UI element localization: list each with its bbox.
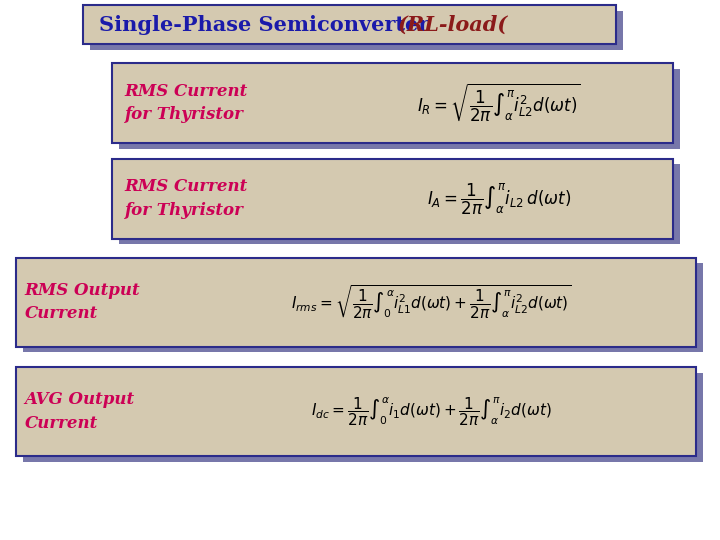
FancyBboxPatch shape (119, 69, 680, 148)
Text: $I_{R} = \sqrt{\dfrac{1}{2\pi}\int_{\alpha}^{\pi} i_{L2}^{2}d\left(\omega t\righ: $I_{R} = \sqrt{\dfrac{1}{2\pi}\int_{\alp… (418, 82, 581, 124)
Text: $I_{rms} = \sqrt{\dfrac{1}{2\pi}\int_{0}^{\alpha} i_{L1}^{2}d\left(\omega t\righ: $I_{rms} = \sqrt{\dfrac{1}{2\pi}\int_{0}… (291, 284, 571, 321)
FancyBboxPatch shape (23, 373, 703, 462)
FancyBboxPatch shape (112, 159, 673, 239)
Text: RMS Current
for Thyristor: RMS Current for Thyristor (125, 178, 248, 219)
Text: AVG Output
Current: AVG Output Current (24, 392, 135, 432)
Text: RMS Current
for Thyristor: RMS Current for Thyristor (125, 83, 248, 124)
FancyBboxPatch shape (83, 5, 616, 44)
FancyBboxPatch shape (16, 367, 696, 456)
FancyBboxPatch shape (23, 263, 703, 352)
Text: $I_{A} = \dfrac{1}{2\pi}\int_{\alpha}^{\pi} i_{L2}\,d\left(\omega t\right)$: $I_{A} = \dfrac{1}{2\pi}\int_{\alpha}^{\… (427, 181, 571, 217)
FancyBboxPatch shape (112, 63, 673, 143)
Text: $I_{dc} = \dfrac{1}{2\pi}\int_{0}^{\alpha} i_{1}d\left(\omega t\right)+\dfrac{1}: $I_{dc} = \dfrac{1}{2\pi}\int_{0}^{\alph… (310, 395, 552, 428)
Text: Single-Phase Semiconverter: Single-Phase Semiconverter (99, 15, 436, 35)
Text: RMS Output
Current: RMS Output Current (24, 282, 140, 322)
FancyBboxPatch shape (90, 11, 623, 50)
Text: (RL-load(: (RL-load( (397, 15, 508, 35)
FancyBboxPatch shape (119, 164, 680, 244)
FancyBboxPatch shape (16, 258, 696, 347)
